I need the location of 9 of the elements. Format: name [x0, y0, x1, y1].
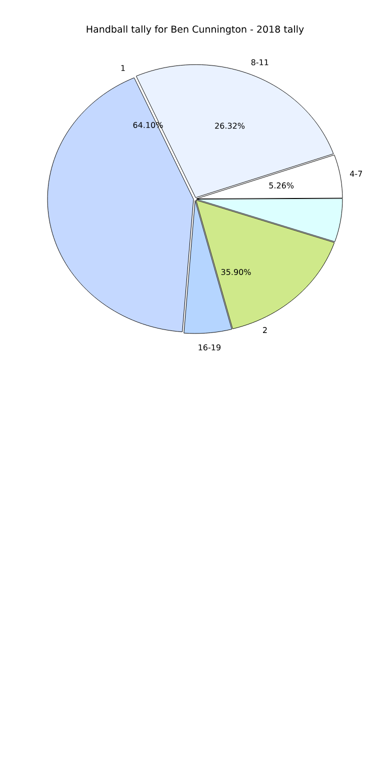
data-label: 26.32% [215, 122, 245, 129]
chart-title: Handball tally for Ben Cunnington - 2018 tally [86, 25, 304, 35]
text: 2 [263, 327, 267, 333]
text: 1 [121, 65, 125, 71]
data-label: 5.26% [269, 182, 294, 188]
slice-label: 4-7 [350, 170, 362, 177]
text: 35.90% [221, 268, 251, 276]
slice-label: 16-19 [198, 344, 220, 350]
slice-label: 8-11 [251, 59, 268, 66]
